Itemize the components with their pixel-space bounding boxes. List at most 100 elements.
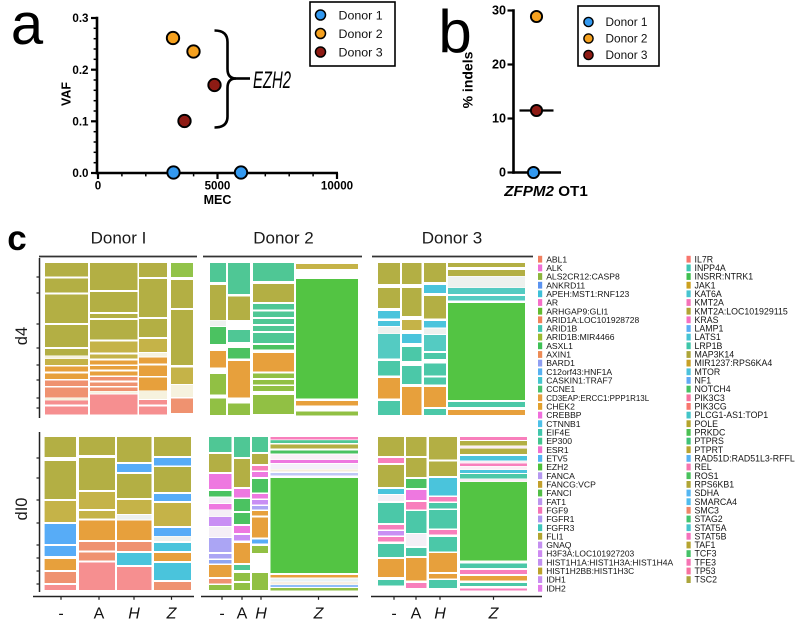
svg-text:TCF3: TCF3 [695,549,717,559]
svg-text:IL7R: IL7R [695,254,714,264]
svg-text:0.1: 0.1 [72,116,89,129]
svg-text:KRAS: KRAS [695,315,719,325]
svg-text:POLE: POLE [695,419,719,429]
svg-text:ASXL1: ASXL1 [546,341,573,351]
svg-text:H3F3A:LOC101927203: H3F3A:LOC101927203 [546,549,634,559]
svg-text:TP53: TP53 [695,566,716,576]
svg-text:REL: REL [695,462,712,472]
svg-text:0.2: 0.2 [72,64,88,77]
svg-text:0: 0 [95,180,101,193]
svg-text:FGFR3: FGFR3 [546,523,574,533]
svg-text:Donor 3: Donor 3 [339,45,383,59]
svg-text:PTPRT: PTPRT [695,445,724,455]
svg-text:Donor 1: Donor 1 [339,8,383,22]
svg-text:0: 0 [499,166,506,180]
svg-text:10000: 10000 [321,180,353,193]
svg-text:VAF: VAF [60,82,74,106]
svg-text:b: b [438,0,471,65]
svg-text:FGF9: FGF9 [546,505,568,515]
svg-text:SDHA: SDHA [695,488,720,498]
svg-text:CTNNB1: CTNNB1 [546,419,581,429]
svg-text:Donor 2: Donor 2 [339,27,383,41]
svg-text:SMARCA4: SMARCA4 [695,497,738,507]
svg-text:GNAQ: GNAQ [546,540,572,550]
svg-text:ARID1B:MIR4466: ARID1B:MIR4466 [546,332,615,342]
svg-text:ARID1A:LOC101928728: ARID1A:LOC101928728 [546,315,639,325]
svg-text:STAT5B: STAT5B [695,531,727,541]
svg-text:CCNE1: CCNE1 [546,384,575,394]
svg-text:FAT1: FAT1 [546,497,566,507]
svg-text:FANCI: FANCI [546,488,571,498]
svg-text:dI0: dI0 [13,498,31,521]
svg-text:APEH:MST1:RNF123: APEH:MST1:RNF123 [546,289,629,299]
svg-text:JAK1: JAK1 [695,280,716,290]
svg-text:FLI1: FLI1 [546,531,563,541]
svg-text:MEC: MEC [204,193,232,207]
svg-text:30: 30 [492,4,506,18]
svg-text:MIR1237:RPS6KA4: MIR1237:RPS6KA4 [695,358,773,368]
svg-text:KAT6A: KAT6A [695,289,722,299]
svg-text:ARHGAP9:GLI1: ARHGAP9:GLI1 [546,306,608,316]
svg-text:ABL1: ABL1 [546,254,567,264]
svg-text:FGFR1: FGFR1 [546,514,574,524]
svg-text:A: A [237,606,248,623]
svg-text:ARID1B: ARID1B [546,324,577,334]
svg-text:-: - [58,606,63,623]
svg-text:IDH2: IDH2 [546,583,566,593]
svg-text:Z: Z [313,606,325,623]
svg-text:ROS1: ROS1 [695,471,719,481]
svg-text:Donor 2: Donor 2 [606,32,648,46]
svg-text:NOTCH4: NOTCH4 [695,384,731,394]
svg-text:KMT2A: KMT2A [695,298,724,308]
svg-text:10: 10 [492,112,506,126]
svg-text:0.3: 0.3 [72,12,89,25]
svg-text:BARD1: BARD1 [546,358,575,368]
svg-text:% indels: % indels [460,51,476,108]
svg-text:PIK3C3: PIK3C3 [695,393,725,403]
svg-text:AR: AR [546,298,558,308]
svg-text:LRP1B: LRP1B [695,341,723,351]
svg-text:PRKDC: PRKDC [695,428,726,438]
svg-text:IDH1: IDH1 [546,575,566,585]
svg-text:KMT2A:LOC101929115: KMT2A:LOC101929115 [695,306,788,316]
svg-text:5000: 5000 [205,180,231,193]
svg-text:-: - [391,606,396,623]
svg-text:SMC3: SMC3 [695,505,720,515]
svg-text:STAG2: STAG2 [695,514,723,524]
svg-text:ETV5: ETV5 [546,453,568,463]
svg-text:CREBBP: CREBBP [546,410,582,420]
svg-text:RPS6KB1: RPS6KB1 [695,479,735,489]
svg-text:HIST1H1A:HIST1H3A:HIST1H4A: HIST1H1A:HIST1H3A:HIST1H4A [546,557,673,567]
svg-text:ALS2CR12:CASP8: ALS2CR12:CASP8 [546,272,620,282]
svg-text:A: A [94,606,105,623]
svg-text:c: c [7,219,26,258]
svg-text:FANCA: FANCA [546,471,575,481]
svg-text:MAP3K14: MAP3K14 [695,350,735,360]
svg-text:ALK: ALK [546,263,563,273]
svg-text:INPP4A: INPP4A [695,263,726,273]
svg-text:Z: Z [488,606,500,623]
svg-text:ANKRD11: ANKRD11 [546,280,585,290]
svg-text:EIF4E: EIF4E [546,428,570,438]
svg-text:PIK3CG: PIK3CG [695,402,727,412]
svg-text:Z: Z [166,606,178,623]
svg-text:A: A [411,606,422,623]
svg-text:CHEK2: CHEK2 [546,402,575,412]
svg-text:NF1: NF1 [695,376,712,386]
svg-text:20: 20 [492,58,506,72]
svg-text:MTOR: MTOR [695,367,721,377]
svg-text:CD3EAP:ERCC1:PPP1R13L: CD3EAP:ERCC1:PPP1R13L [546,393,649,403]
svg-text:H: H [434,606,446,623]
svg-text:AXIN1: AXIN1 [546,350,571,360]
svg-text:EP300: EP300 [546,436,572,446]
svg-text:LAMP1: LAMP1 [695,324,724,334]
svg-text:Donor 1: Donor 1 [606,15,648,29]
svg-text:a: a [11,0,44,57]
svg-text:-: - [219,606,224,623]
svg-text:CASKIN1:TRAF7: CASKIN1:TRAF7 [546,376,613,386]
svg-text:HIST1H2BB:HIST1H3C: HIST1H2BB:HIST1H3C [546,566,634,576]
svg-text:FANCG:VCP: FANCG:VCP [546,479,596,489]
svg-text:Donor 3: Donor 3 [606,48,648,62]
svg-text:TFE3: TFE3 [695,557,717,567]
svg-text:RAD51D:RAD51L3-RFFL: RAD51D:RAD51L3-RFFL [695,453,795,463]
